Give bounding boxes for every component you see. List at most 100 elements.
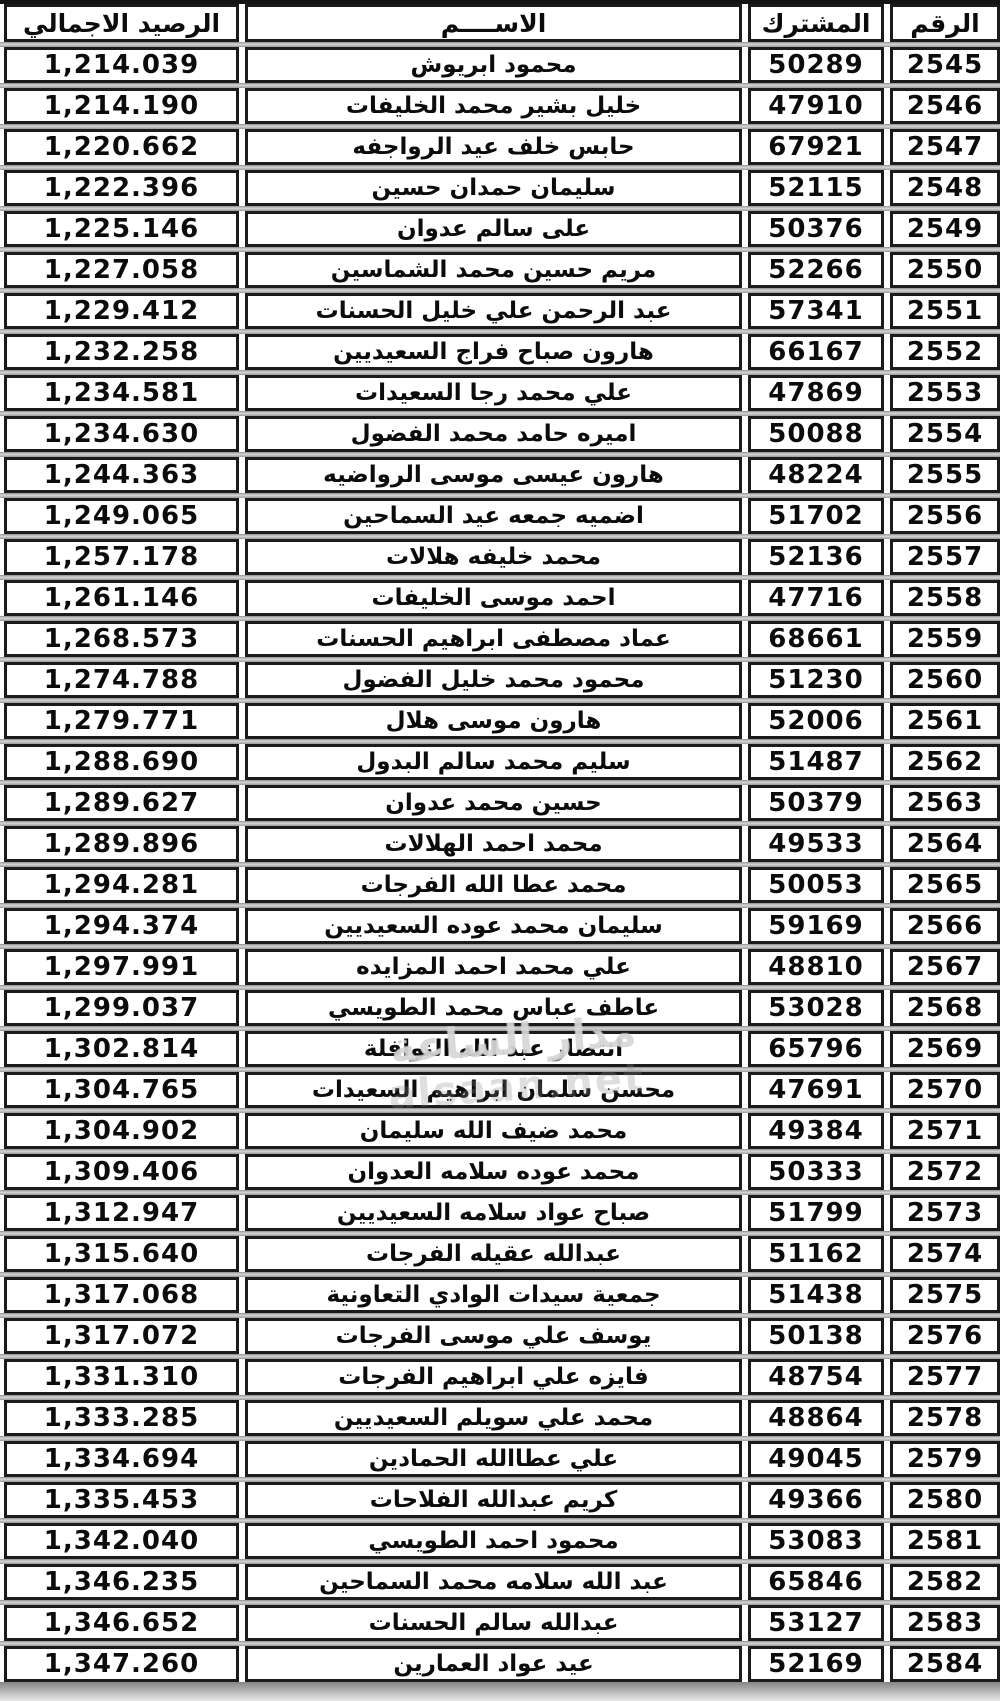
balance-cell: 1,304.902 <box>4 1113 239 1149</box>
subscriber-name-cell: محمد عطا الله الفرجات <box>245 867 742 903</box>
row-separator <box>0 1600 1000 1605</box>
row-number-cell: 2568 <box>890 990 1000 1026</box>
row-number-cell: 2584 <box>890 1646 1000 1682</box>
row-separator <box>0 83 1000 88</box>
subscriber-id-cell: 66167 <box>748 334 884 370</box>
subscriber-id-cell: 67921 <box>748 129 884 165</box>
subscriber-id-cell: 49366 <box>748 1482 884 1518</box>
subscriber-id-cell: 50379 <box>748 785 884 821</box>
row-number-cell: 2554 <box>890 416 1000 452</box>
row-separator <box>0 1272 1000 1277</box>
row-number-cell: 2560 <box>890 662 1000 698</box>
row-number-cell: 2549 <box>890 211 1000 247</box>
subscriber-id-cell: 53127 <box>748 1605 884 1641</box>
row-separator <box>0 1354 1000 1359</box>
table-row: 2559 68661 عماد مصطفى ابراهيم الحسنات 1,… <box>0 621 1000 657</box>
table-header-row: الرقم المشترك الاســــم الرصيد الاجمالي <box>0 4 1000 42</box>
row-number-cell: 2578 <box>890 1400 1000 1436</box>
table-row: 2579 49045 علي عطاالله الحمادين 1,334.69… <box>0 1441 1000 1477</box>
table-row: 2582 65846 عبد الله سلامه محمد السماحين … <box>0 1564 1000 1600</box>
table-row: 2549 50376 على سالم عدوان 1,225.146 <box>0 211 1000 247</box>
subscriber-id-cell: 49533 <box>748 826 884 862</box>
subscriber-name-cell: عماد مصطفى ابراهيم الحسنات <box>245 621 742 657</box>
header-number: الرقم <box>890 4 1000 42</box>
row-number-cell: 2546 <box>890 88 1000 124</box>
subscriber-id-cell: 49045 <box>748 1441 884 1477</box>
row-separator <box>0 575 1000 580</box>
table-row: 2568 53028 عاطف عباس محمد الطويسي 1,299.… <box>0 990 1000 1026</box>
subscriber-id-cell: 49384 <box>748 1113 884 1149</box>
balance-cell: 1,347.260 <box>4 1646 239 1682</box>
row-number-cell: 2553 <box>890 375 1000 411</box>
balance-cell: 1,331.310 <box>4 1359 239 1395</box>
row-separator <box>0 42 1000 47</box>
subscriber-id-cell: 52136 <box>748 539 884 575</box>
row-separator <box>0 1518 1000 1523</box>
row-number-cell: 2572 <box>890 1154 1000 1190</box>
subscriber-id-cell: 52169 <box>748 1646 884 1682</box>
table-row: 2562 51487 سليم محمد سالم البدول 1,288.6… <box>0 744 1000 780</box>
balance-cell: 1,309.406 <box>4 1154 239 1190</box>
row-number-cell: 2565 <box>890 867 1000 903</box>
balance-cell: 1,288.690 <box>4 744 239 780</box>
subscriber-id-cell: 57341 <box>748 293 884 329</box>
balance-cell: 1,225.146 <box>4 211 239 247</box>
table-row: 2569 65796 انتصار عبد الله النوافلة 1,30… <box>0 1031 1000 1067</box>
table-row: 2556 51702 اضميه جمعه عيد السماحين 1,249… <box>0 498 1000 534</box>
table-row: 2550 52266 مريم حسين محمد الشماسين 1,227… <box>0 252 1000 288</box>
row-number-cell: 2555 <box>890 457 1000 493</box>
subscriber-id-cell: 51487 <box>748 744 884 780</box>
subscriber-id-cell: 48864 <box>748 1400 884 1436</box>
balance-cell: 1,257.178 <box>4 539 239 575</box>
balance-cell: 1,229.412 <box>4 293 239 329</box>
table-outer-border-bottom <box>0 1682 1000 1701</box>
row-number-cell: 2581 <box>890 1523 1000 1559</box>
subscriber-id-cell: 53083 <box>748 1523 884 1559</box>
subscriber-id-cell: 50088 <box>748 416 884 452</box>
row-separator <box>0 329 1000 334</box>
subscriber-name-cell: علي عطاالله الحمادين <box>245 1441 742 1477</box>
row-number-cell: 2570 <box>890 1072 1000 1108</box>
row-number-cell: 2552 <box>890 334 1000 370</box>
table-row: 2561 52006 هارون موسى هلال 1,279.771 <box>0 703 1000 739</box>
subscriber-name-cell: هارون موسى هلال <box>245 703 742 739</box>
row-separator <box>0 1108 1000 1113</box>
subscriber-name-cell: علي محمد رجا السعيدات <box>245 375 742 411</box>
balance-cell: 1,299.037 <box>4 990 239 1026</box>
table-body: 2545 50289 محمود ابريوش 1,214.039 2546 4… <box>0 47 1000 1682</box>
subscriber-id-cell: 53028 <box>748 990 884 1026</box>
row-separator <box>0 903 1000 908</box>
row-number-cell: 2574 <box>890 1236 1000 1272</box>
subscriber-id-cell: 51162 <box>748 1236 884 1272</box>
table-row: 2576 50138 يوسف علي موسى الفرجات 1,317.0… <box>0 1318 1000 1354</box>
subscriber-id-cell: 52115 <box>748 170 884 206</box>
balance-cell: 1,261.146 <box>4 580 239 616</box>
header-subscriber: المشترك <box>748 4 884 42</box>
subscriber-name-cell: عبد الرحمن علي خليل الحسنات <box>245 293 742 329</box>
table-row: 2578 48864 محمد علي سويلم السعيديين 1,33… <box>0 1400 1000 1436</box>
subscriber-id-cell: 50053 <box>748 867 884 903</box>
balance-cell: 1,274.788 <box>4 662 239 698</box>
row-number-cell: 2571 <box>890 1113 1000 1149</box>
row-separator <box>0 1641 1000 1646</box>
row-separator <box>0 944 1000 949</box>
subscriber-id-cell: 68661 <box>748 621 884 657</box>
balance-cell: 1,335.453 <box>4 1482 239 1518</box>
row-number-cell: 2550 <box>890 252 1000 288</box>
subscriber-id-cell: 52006 <box>748 703 884 739</box>
subscriber-name-cell: هارون عيسى موسى الرواضيه <box>245 457 742 493</box>
subscriber-id-cell: 47716 <box>748 580 884 616</box>
row-separator <box>0 985 1000 990</box>
subscriber-name-cell: محسن سلمان ابراهيم السعيدات <box>245 1072 742 1108</box>
table-row: 2554 50088 اميره حامد محمد الفضول 1,234.… <box>0 416 1000 452</box>
row-number-cell: 2548 <box>890 170 1000 206</box>
balance-cell: 1,342.040 <box>4 1523 239 1559</box>
balance-cell: 1,304.765 <box>4 1072 239 1108</box>
balance-cell: 1,333.285 <box>4 1400 239 1436</box>
table-row: 2584 52169 عيد عواد العمارين 1,347.260 <box>0 1646 1000 1682</box>
row-separator <box>0 1149 1000 1154</box>
row-separator <box>0 1477 1000 1482</box>
row-separator <box>0 1026 1000 1031</box>
table-row: 2571 49384 محمد ضيف الله سليمان 1,304.90… <box>0 1113 1000 1149</box>
row-number-cell: 2561 <box>890 703 1000 739</box>
